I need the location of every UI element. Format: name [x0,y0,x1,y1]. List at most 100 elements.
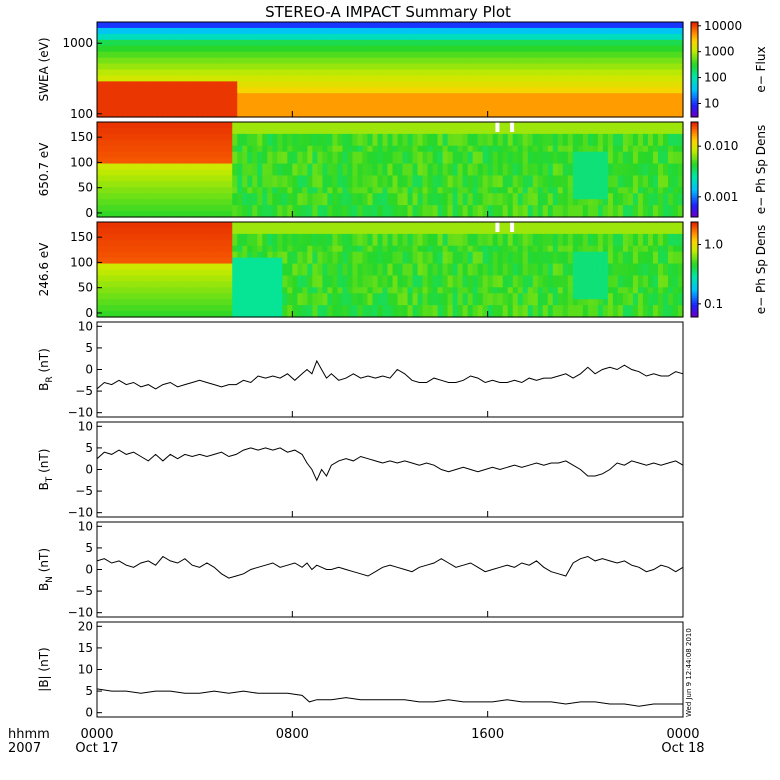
data-gap [510,122,515,132]
spectrogram-cell [672,175,679,182]
spectrogram-cell [627,157,634,165]
spectrogram-cell [97,51,103,59]
spectrogram-cell [457,211,464,218]
spectrogram-cell [397,99,404,106]
spectrogram-cell [627,239,634,247]
spectrogram-cell [497,99,504,106]
spectrogram-cell [432,105,439,112]
spectrogram-cell [662,163,669,171]
spectrogram-cell [132,269,138,277]
spectrogram-cell [127,57,133,65]
spectrogram-cell [367,251,374,259]
spectrogram-cell [347,199,354,206]
spectrogram-cell [392,211,399,218]
spectrogram-cell [377,205,384,212]
spectrogram-cell [382,133,389,141]
spectrogram-cell [647,51,654,59]
spectrogram-cell [367,199,374,206]
spectrogram-cell [627,257,634,265]
spectrogram-cell [382,51,389,59]
spectrogram-cell [222,33,228,41]
spectrogram-cell [432,111,439,118]
spectrogram-cell [237,39,243,47]
colorbar-segment [691,93,698,97]
spectrogram-cell [552,199,559,206]
colorbar-segment [691,83,698,87]
spectrogram-cell [567,127,574,135]
spectrogram-cell [247,63,253,71]
spectrogram-cell [572,39,579,47]
spectrogram-cell [527,222,534,229]
spectrogram-cell [347,157,354,165]
spectrogram-cell [232,263,238,271]
spectrogram-cell [142,63,148,71]
spectrogram-cell [262,145,268,153]
spectrogram-cell [262,69,268,77]
spectrogram-cell [402,33,409,41]
spectrogram-cell [607,239,614,247]
spectrogram-cell [147,175,153,182]
spectrogram-cell [602,93,609,100]
spectrogram-cell [387,63,394,71]
spectrogram-cell [212,239,218,247]
spectrogram-cell [542,233,549,241]
spectrogram-cell [387,205,394,212]
spectrogram-cell [387,93,394,100]
spectrogram-cell [207,187,213,194]
spectrogram-cell [592,69,599,77]
spectrogram-cell [352,87,359,94]
spectrogram-cell [297,45,303,53]
spectrogram-cell [297,122,303,129]
spectrogram-cell [437,63,444,71]
spectrogram-cell [432,122,439,129]
spectrogram-cell [377,33,384,41]
spectrogram-cell [287,199,293,206]
spectrogram-cell [132,233,138,241]
spectrogram-cell [647,169,654,177]
spectrogram-cell [447,33,454,41]
spectrogram-cell [172,269,178,277]
spectrogram-cell [407,205,414,212]
spectrogram-cell [162,81,168,88]
spectrogram-cell [352,99,359,106]
spectrogram-cell [522,245,529,253]
spectrogram-cell [227,122,233,129]
spectrogram-cell [97,211,103,218]
spectrogram-cell [392,251,399,259]
spectrogram-cell [457,133,464,141]
spectrogram-cell [242,69,248,77]
spectrogram-cell [347,151,354,159]
spectrogram-cell [222,87,228,94]
spectrogram-cell [407,51,414,59]
spectrogram-cell [572,227,579,235]
spectrogram-cell [607,233,614,241]
spectrogram-cell [587,227,594,235]
spectrogram-cell [247,122,253,129]
spectrogram-cell [547,157,554,165]
spectrogram-cell [612,99,619,106]
spectrogram-cell [297,69,303,77]
spectrogram-cell [637,199,644,206]
spectrogram-cell [247,151,253,159]
spectrogram-cell [422,263,429,271]
spectrogram-cell [97,93,103,100]
spectrogram-cell [347,245,354,253]
spectrogram-cell [127,133,133,141]
spectrogram-cell [247,133,253,141]
spectrogram-cell [602,57,609,65]
spectrogram-cell [122,227,128,235]
spectrogram-cell [677,75,684,82]
spectrogram-cell [617,139,624,147]
spectrogram-cell [407,222,414,229]
spectrogram-cell [627,45,634,53]
spectrogram-cell [192,205,198,212]
spectrogram-cell [567,269,574,277]
spectrogram-cell [242,269,248,277]
spectrogram-cell [292,163,298,171]
spectrogram-cell [522,211,529,218]
spectrogram-cell [657,33,664,41]
spectrogram-cell [257,187,263,194]
spectrogram-cell [572,133,579,141]
spectrogram-cell [417,275,424,282]
spectrogram-cell [532,222,539,229]
